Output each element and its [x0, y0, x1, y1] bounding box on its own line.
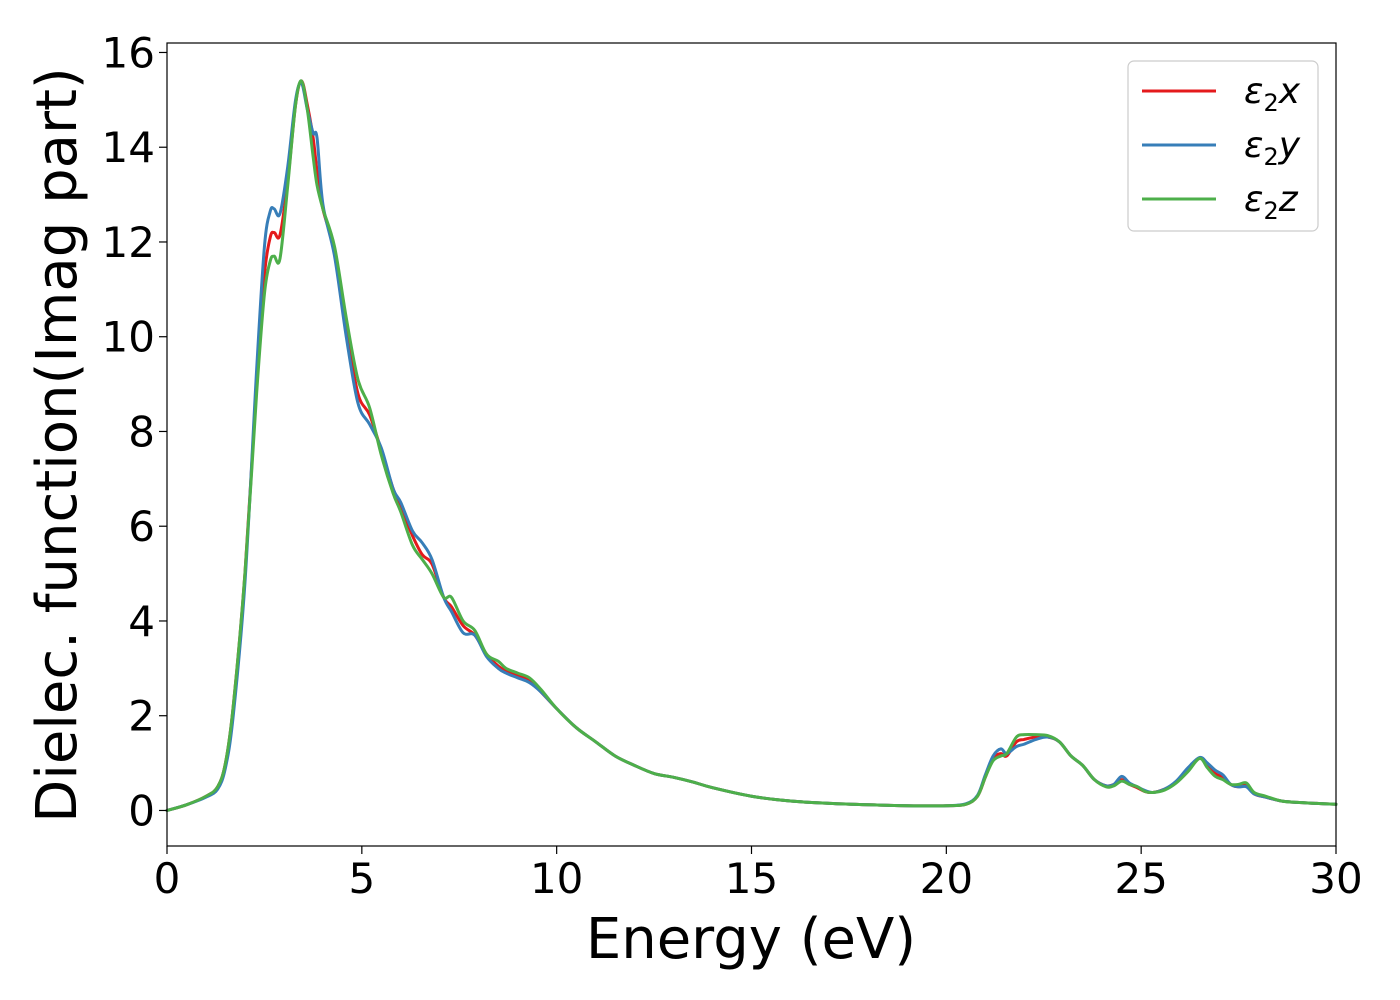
x-axis-title: Energy (eV)	[586, 907, 916, 972]
y-tick-label: 14	[102, 123, 155, 172]
x-tick-label: 25	[1114, 854, 1167, 903]
y-axis-ticks: 0 2 4 6 8 10 12 14 16	[102, 28, 167, 835]
x-axis-ticks: 0 5 10 15 20 25 30	[154, 846, 1363, 903]
series-line-3	[165, 79, 1338, 812]
y-tick-label: 6	[128, 502, 155, 551]
legend-frame	[1127, 60, 1319, 232]
x-tick-label: 20	[920, 854, 973, 903]
legend: ε2x ε2y ε2z	[1127, 60, 1319, 232]
y-tick-label: 16	[102, 28, 155, 77]
y-tick-label: 10	[102, 313, 155, 362]
plot-lines	[165, 79, 1338, 812]
legend-entry-label: ε2y	[1244, 125, 1301, 171]
y-tick-label: 2	[128, 692, 155, 741]
x-tick-label: 5	[348, 854, 375, 903]
x-tick-label: 30	[1309, 854, 1362, 903]
x-tick-label: 15	[725, 854, 778, 903]
x-tick-label: 10	[530, 854, 583, 903]
y-axis-title: Dielec. function(Imag part)	[25, 67, 90, 823]
x-tick-label: 0	[154, 854, 181, 903]
y-tick-label: 12	[102, 218, 155, 267]
legend-entry-label: ε2x	[1244, 71, 1301, 117]
y-tick-label: 8	[128, 407, 155, 456]
y-tick-label: 0	[128, 786, 155, 835]
legend-entry-label: ε2z	[1244, 179, 1299, 225]
y-tick-label: 4	[128, 597, 155, 646]
